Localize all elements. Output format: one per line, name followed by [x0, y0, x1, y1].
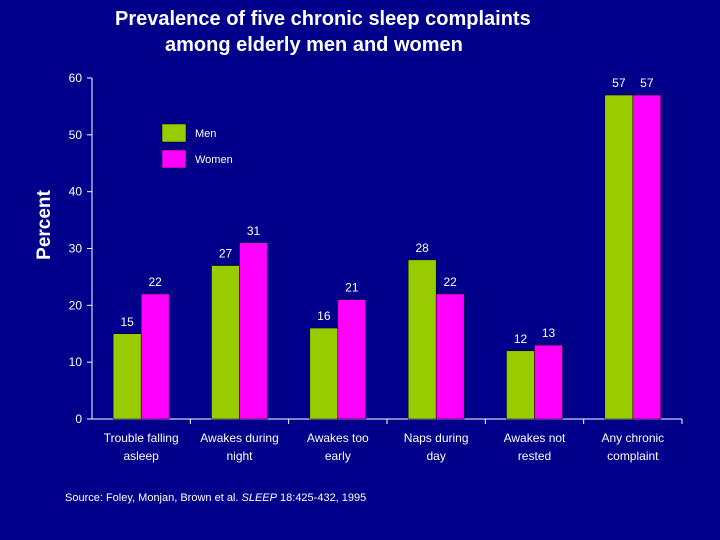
data-label: 15	[120, 315, 134, 329]
y-tick-label: 60	[69, 71, 83, 85]
data-label: 57	[612, 76, 626, 90]
bar-men	[112, 333, 142, 420]
category-label: asleep	[123, 449, 159, 463]
source-citation: Source: Foley, Monjan, Brown et al. SLEE…	[65, 492, 366, 504]
bar-women	[337, 299, 367, 420]
chart-title: Prevalence of five chronic sleep complai…	[0, 6, 720, 58]
bar-women	[435, 293, 465, 420]
category-label: Any chronic	[601, 431, 664, 445]
y-tick-label: 10	[69, 355, 83, 369]
data-label: 28	[415, 241, 429, 255]
legend-swatch-men	[161, 123, 187, 143]
data-label: 31	[247, 224, 261, 238]
bar-women	[239, 242, 268, 420]
y-axis-title: Percent	[34, 189, 55, 259]
data-label: 13	[542, 326, 556, 340]
y-tick-label: 40	[69, 185, 83, 199]
data-label: 12	[514, 332, 528, 346]
bar-men	[506, 350, 535, 420]
category-label: complaint	[607, 449, 659, 463]
legend-swatch-women	[161, 149, 187, 169]
y-tick-label: 30	[69, 242, 83, 256]
y-tick-label: 20	[69, 298, 83, 312]
chart-title-line-1: Prevalence of five chronic sleep complai…	[115, 8, 531, 30]
bar-women	[140, 293, 170, 420]
category-label: Awakes not	[504, 431, 566, 445]
category-label: Naps during	[404, 431, 469, 445]
category-label: Awakes too	[307, 431, 369, 445]
category-label: day	[426, 449, 445, 463]
category-label: Awakes during	[200, 431, 279, 445]
bar-men	[309, 327, 339, 420]
legend-label-men: Men	[195, 128, 216, 140]
category-label: early	[325, 449, 351, 463]
data-label: 22	[148, 275, 162, 289]
data-label: 57	[640, 76, 654, 90]
chart-title-line-2: among elderly men and women	[165, 34, 463, 56]
bar-women	[632, 94, 662, 420]
y-tick-label: 0	[75, 412, 82, 426]
data-label: 27	[219, 247, 233, 261]
bar-men	[407, 259, 437, 420]
data-label: 21	[345, 281, 359, 295]
data-label: 16	[317, 309, 331, 323]
legend-label-women: Women	[195, 154, 233, 166]
source-journal: SLEEP	[241, 492, 277, 504]
source-prefix: Source: Foley, Monjan, Brown et al.	[65, 492, 242, 504]
bar-men	[604, 94, 634, 420]
category-label: night	[226, 449, 253, 463]
bar-women	[534, 344, 563, 420]
bar-men	[211, 265, 240, 420]
category-label: rested	[518, 449, 551, 463]
data-label: 22	[443, 275, 457, 289]
y-tick-label: 50	[69, 128, 83, 142]
source-suffix: 18:425-432, 1995	[276, 492, 367, 504]
category-label: Trouble falling	[104, 431, 179, 445]
